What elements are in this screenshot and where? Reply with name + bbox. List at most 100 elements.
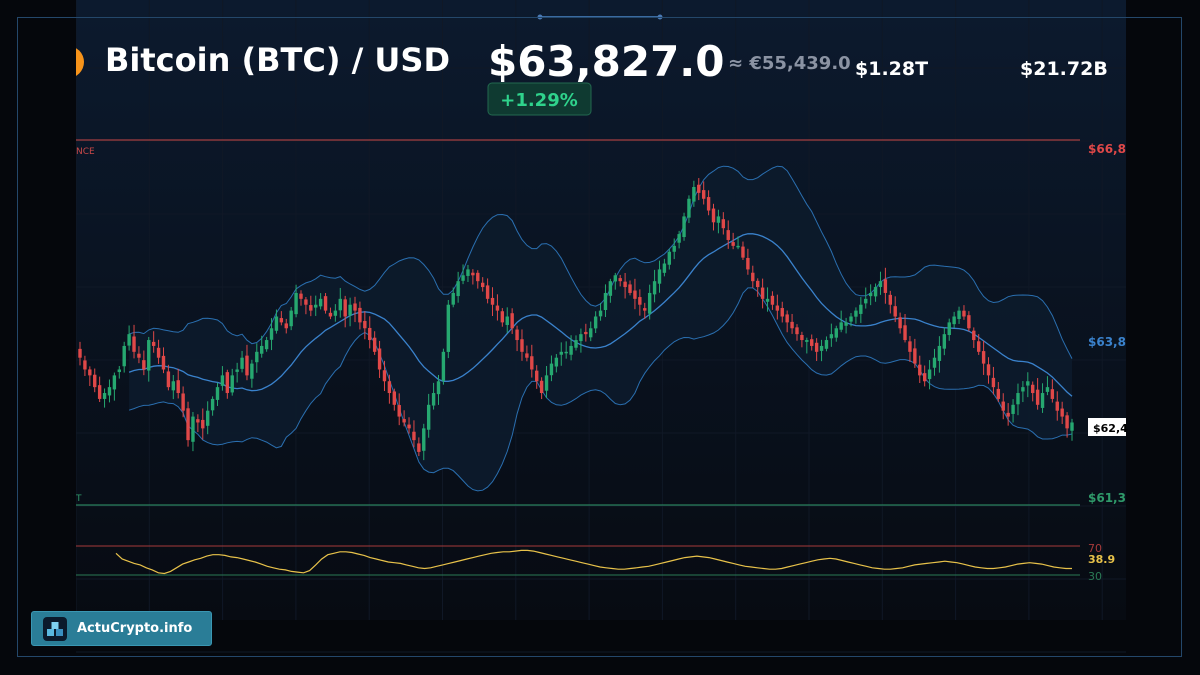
top-accent-dot-left xyxy=(537,14,543,20)
candle-body xyxy=(1026,381,1030,386)
candle-body xyxy=(1001,401,1005,411)
candle-body xyxy=(1011,404,1015,414)
change-badge xyxy=(487,82,592,116)
candle-body xyxy=(697,184,701,193)
candle-body xyxy=(1045,387,1050,392)
candle-body xyxy=(377,348,382,370)
candle-body xyxy=(260,345,264,354)
candle-body xyxy=(402,419,406,423)
candle-body xyxy=(672,245,676,252)
candle-body xyxy=(873,287,878,297)
candle-body xyxy=(814,342,819,352)
candle-body xyxy=(441,351,446,381)
candle-body xyxy=(250,363,254,379)
candle-body xyxy=(996,388,1001,399)
candle-body xyxy=(78,348,82,358)
candle-body xyxy=(436,381,441,395)
candle-body xyxy=(647,292,652,314)
candle-body xyxy=(736,245,740,248)
candle-body xyxy=(775,305,780,311)
top-accent-dot-right xyxy=(657,14,663,20)
candle-body xyxy=(859,304,863,314)
candle-body xyxy=(407,424,411,429)
candle-body xyxy=(544,375,549,391)
candle-body xyxy=(225,372,230,394)
candle-body xyxy=(908,341,912,352)
candle-body xyxy=(485,285,490,299)
candle-body xyxy=(314,304,318,308)
candle-body xyxy=(500,311,505,323)
candle-body xyxy=(88,369,92,376)
price-tick-label-current: $62,4 xyxy=(1093,422,1128,435)
candle-body xyxy=(569,345,573,355)
candle-body xyxy=(677,234,681,243)
candle-body xyxy=(466,269,470,276)
candle-body xyxy=(854,310,858,317)
candle-body xyxy=(289,310,293,327)
candle-body xyxy=(93,374,97,388)
candle-body xyxy=(323,296,328,311)
candle-body xyxy=(304,299,308,305)
rsi-level-70-label: 70 xyxy=(1088,542,1102,555)
candle-body xyxy=(864,298,868,304)
candle-body xyxy=(633,290,637,299)
candle-body xyxy=(800,335,804,341)
rsi-line xyxy=(115,549,1072,575)
candle-body xyxy=(785,314,789,323)
candle-body xyxy=(893,306,897,317)
candle-body xyxy=(112,375,117,390)
candle-body xyxy=(628,284,632,293)
candle-body xyxy=(358,307,362,323)
candle-body xyxy=(417,443,421,452)
candle-body xyxy=(137,353,141,358)
candle-body xyxy=(667,251,672,265)
candle-body xyxy=(1021,387,1025,392)
candle-body xyxy=(770,295,775,305)
candle-body xyxy=(643,308,647,311)
rsi-level-30-label: 30 xyxy=(1088,570,1102,583)
candle-body xyxy=(161,355,166,370)
candle-body xyxy=(746,257,750,270)
candle-body xyxy=(255,351,259,363)
candle-body xyxy=(107,387,112,396)
rsi-current-label: 38.9 xyxy=(1088,553,1115,566)
candle-body xyxy=(151,341,156,346)
candle-body xyxy=(913,348,917,364)
candle-body xyxy=(844,322,848,326)
candle-body xyxy=(245,355,249,376)
candle-body xyxy=(967,315,971,329)
candle-body xyxy=(102,393,107,399)
candle-body xyxy=(564,351,568,354)
candle-body xyxy=(593,316,598,329)
market-cap-value: $1.28T xyxy=(855,58,928,80)
candle-body xyxy=(1050,389,1055,399)
candle-body xyxy=(397,405,401,417)
candle-body xyxy=(461,275,465,281)
candle-body xyxy=(83,360,87,370)
candle-body xyxy=(1035,389,1040,405)
candle-body xyxy=(343,299,347,317)
candle-body xyxy=(780,308,784,317)
candle-body xyxy=(608,281,613,296)
candle-body xyxy=(638,297,642,305)
candle-body xyxy=(760,287,765,299)
candle-body xyxy=(731,242,735,246)
candle-body xyxy=(652,281,657,295)
candle-body xyxy=(765,298,770,302)
candle-body xyxy=(490,297,495,305)
candle-body xyxy=(171,381,176,391)
candle-body xyxy=(756,280,760,288)
candle-body xyxy=(186,408,190,441)
current-price: $63,827.0 xyxy=(488,37,724,86)
brand-badge[interactable]: ActuCrypto.info xyxy=(31,611,212,646)
candle-body xyxy=(952,316,956,325)
candle-body xyxy=(1065,415,1069,429)
candle-body xyxy=(495,305,500,311)
candle-body xyxy=(201,419,205,429)
candle-body xyxy=(579,334,583,342)
candle-body xyxy=(235,369,239,372)
candle-body xyxy=(520,339,524,352)
candle-body xyxy=(132,336,136,352)
candle-body xyxy=(431,393,436,406)
candle-body xyxy=(309,305,313,311)
